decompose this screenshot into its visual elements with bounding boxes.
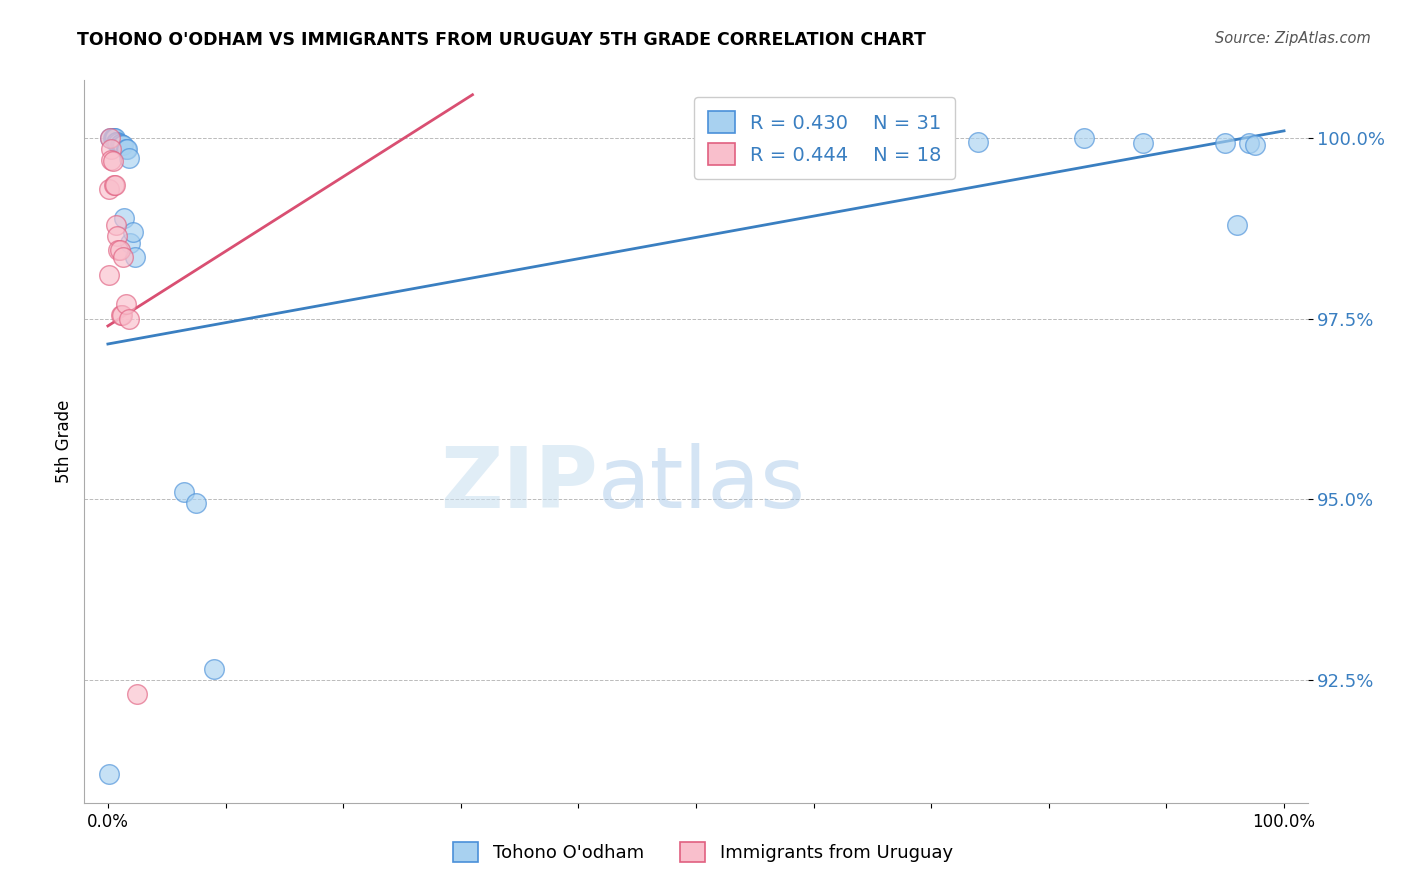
Point: [1243, 138, 1265, 153]
Y-axis label: 5th Grade: 5th Grade: [55, 400, 73, 483]
Point: [112, 211, 135, 225]
Point: [112, 138, 135, 153]
Point: [105, 135, 128, 149]
Point: [908, 135, 931, 149]
Point: [110, 308, 132, 322]
Legend: R = 0.430    N = 31, R = 0.444    N = 18: R = 0.430 N = 31, R = 0.444 N = 18: [695, 97, 955, 179]
Point: [202, 662, 225, 676]
Point: [114, 142, 136, 156]
Point: [1237, 136, 1260, 150]
Point: [121, 225, 143, 239]
Text: Source: ZipAtlas.com: Source: ZipAtlas.com: [1215, 31, 1371, 46]
Point: [967, 135, 990, 149]
Point: [101, 131, 124, 145]
Point: [107, 243, 129, 257]
Point: [98, 131, 121, 145]
Point: [104, 131, 127, 145]
Point: [127, 687, 149, 701]
Point: [98, 131, 121, 145]
Point: [120, 235, 142, 250]
Point: [98, 767, 121, 781]
Legend: Tohono O'odham, Immigrants from Uruguay: Tohono O'odham, Immigrants from Uruguay: [446, 834, 960, 870]
Point: [104, 178, 127, 192]
Text: atlas: atlas: [598, 443, 806, 526]
Point: [105, 228, 128, 243]
Point: [105, 218, 128, 232]
Point: [1073, 131, 1095, 145]
Point: [108, 243, 131, 257]
Point: [1132, 136, 1154, 150]
Point: [118, 311, 141, 326]
Point: [114, 297, 136, 311]
Point: [118, 151, 141, 165]
Text: ZIP: ZIP: [440, 443, 598, 526]
Point: [111, 138, 134, 153]
Point: [115, 142, 138, 156]
Point: [98, 268, 121, 283]
Point: [103, 131, 125, 145]
Point: [98, 181, 121, 195]
Point: [1226, 218, 1249, 232]
Point: [107, 136, 129, 150]
Point: [838, 135, 860, 149]
Point: [173, 485, 195, 500]
Point: [100, 142, 122, 156]
Point: [124, 250, 146, 264]
Point: [105, 135, 128, 149]
Point: [112, 250, 135, 264]
Point: [110, 136, 132, 151]
Point: [101, 154, 124, 169]
Point: [184, 496, 207, 510]
Point: [111, 308, 134, 322]
Point: [100, 153, 122, 167]
Point: [108, 136, 131, 151]
Point: [1213, 136, 1236, 150]
Text: TOHONO O'ODHAM VS IMMIGRANTS FROM URUGUAY 5TH GRADE CORRELATION CHART: TOHONO O'ODHAM VS IMMIGRANTS FROM URUGUA…: [77, 31, 927, 49]
Point: [103, 178, 125, 192]
